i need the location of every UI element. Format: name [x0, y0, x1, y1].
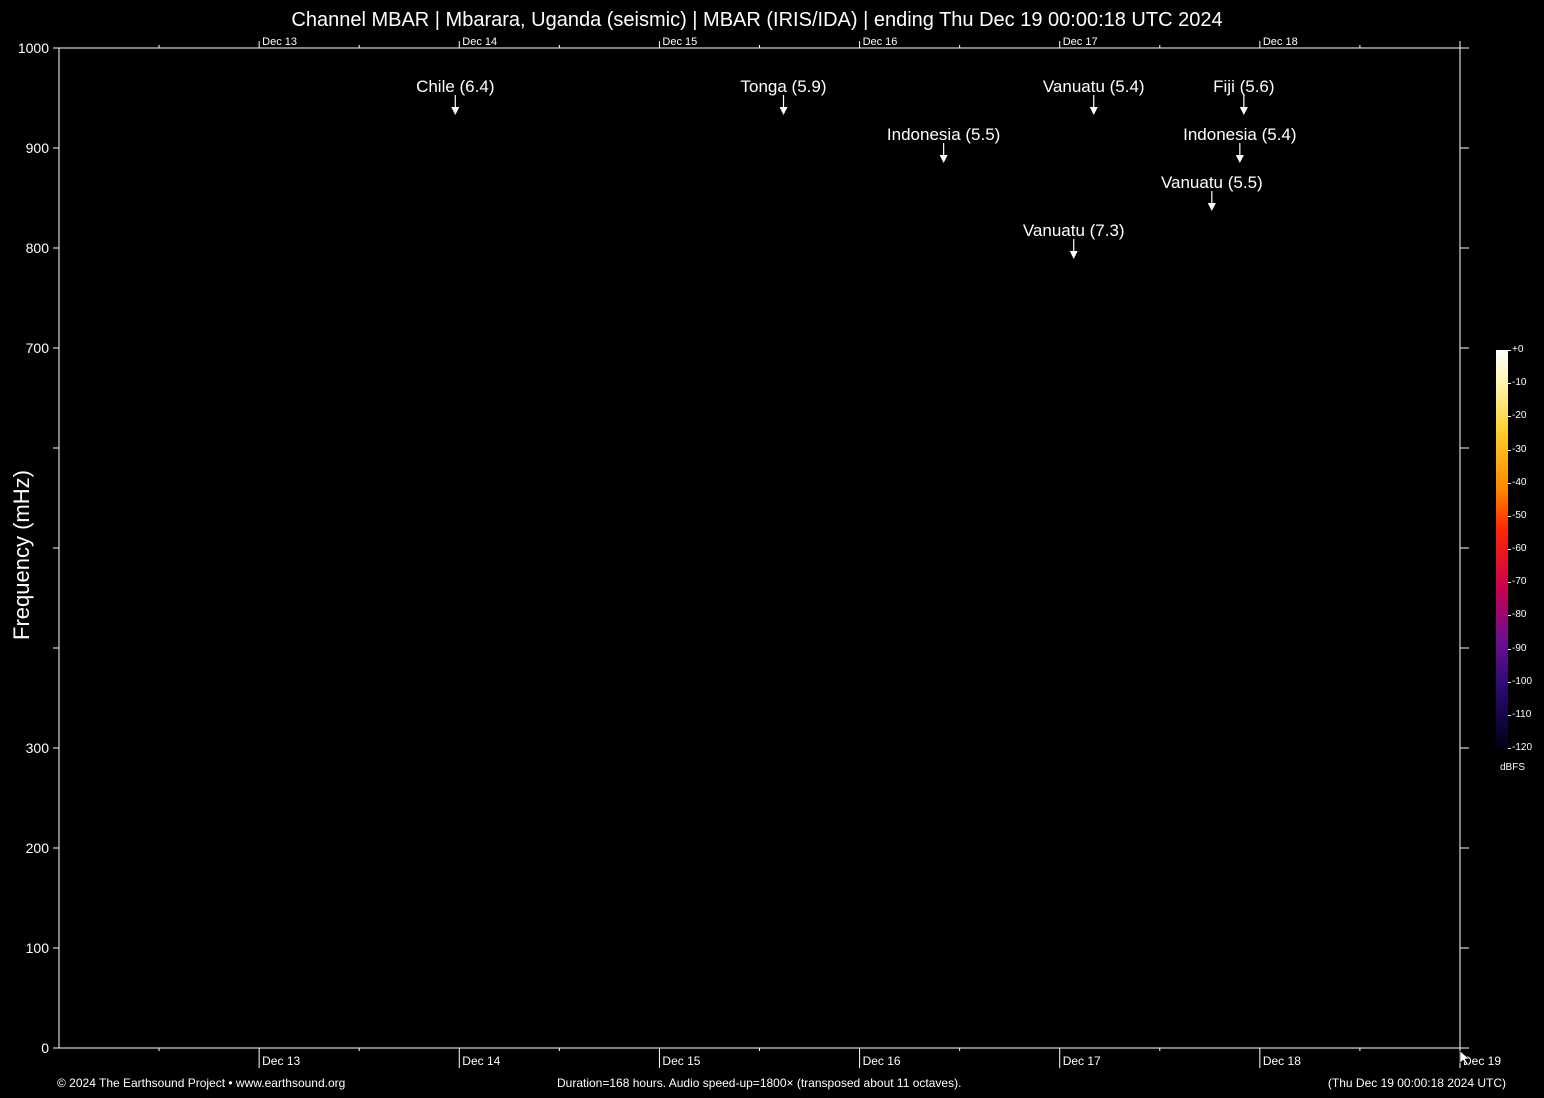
colorbar-tick [1508, 515, 1511, 517]
colorbar-tick-label: -10 [1512, 377, 1527, 389]
x-tick-label-bottom: Dec 17 [1063, 1054, 1101, 1068]
x-tick-label-top: Dec 18 [1263, 36, 1298, 48]
colorbar-tick-label: -20 [1512, 410, 1527, 422]
colorbar-tick [1508, 482, 1511, 484]
y-tick-label: 300 [26, 740, 50, 756]
colorbar-tick-label: -100 [1512, 675, 1533, 687]
colorbar-tick [1508, 549, 1511, 550]
event-label: Indonesia (5.5) [887, 125, 1000, 144]
y-tick-label: 1000 [18, 40, 49, 56]
colorbar-tick [1508, 416, 1511, 418]
mouse-cursor-icon [1459, 1050, 1470, 1066]
x-tick-label-bottom: Dec 18 [1263, 1054, 1301, 1068]
x-tick-label-top: Dec 14 [462, 36, 497, 48]
event-label: Indonesia (5.4) [1183, 125, 1296, 144]
y-tick-label: 700 [26, 340, 50, 356]
colorbar [1496, 350, 1508, 748]
colorbar-tick-label: -40 [1512, 476, 1527, 488]
x-tick-label-top: Dec 15 [662, 36, 697, 48]
y-tick-label: 900 [26, 140, 50, 156]
chart-title: Channel MBAR | Mbarara, Uganda (seismic)… [291, 9, 1223, 31]
colorbar-tick-label: -60 [1512, 543, 1527, 554]
event-marker-arrow [1069, 251, 1078, 259]
colorbar-tick [1508, 383, 1511, 385]
event-marker-arrow [1207, 203, 1216, 211]
event-label: Chile (6.4) [416, 77, 494, 96]
x-tick-label-bottom: Dec 16 [863, 1054, 901, 1068]
colorbar-tick [1508, 449, 1511, 451]
colorbar-tick [1508, 615, 1511, 617]
footer-copyright: © 2024 The Earthsound Project • www.eart… [57, 1076, 346, 1090]
colorbar-tick [1508, 681, 1511, 683]
event-marker-arrow [451, 107, 460, 115]
y-tick-label: 0 [41, 1040, 49, 1056]
colorbar-tick [1508, 714, 1511, 716]
colorbar-tick-label: -50 [1512, 509, 1527, 521]
colorbar-tick-label: -90 [1512, 642, 1527, 654]
x-tick-label-bottom: Dec 14 [462, 1054, 500, 1068]
colorbar-tick [1508, 648, 1511, 650]
event-label: Vanuatu (5.4) [1043, 77, 1145, 96]
event-marker-arrow [779, 107, 788, 115]
footer-timestamp: (Thu Dec 19 00:00:18 2024 UTC) [1327, 1076, 1506, 1090]
colorbar-tick [1508, 748, 1511, 749]
event-label: Fiji (5.6) [1213, 77, 1274, 96]
colorbar-tick-label: -110 [1512, 708, 1532, 720]
x-tick-label-bottom: Dec 13 [262, 1054, 300, 1068]
x-tick-label-top: Dec 13 [262, 36, 297, 48]
event-marker-arrow [1089, 107, 1098, 115]
x-tick-label-top: Dec 17 [1063, 36, 1098, 48]
event-label: Vanuatu (7.3) [1023, 221, 1125, 240]
colorbar-unit: dBFS [1500, 762, 1526, 773]
colorbar-tick-label: +0 [1512, 344, 1524, 355]
event-marker-arrow [1235, 155, 1244, 163]
y-tick-label: 100 [26, 940, 50, 956]
event-marker-arrow [1239, 107, 1248, 115]
y-tick-label: 200 [26, 840, 50, 856]
x-tick-label-top: Dec 16 [863, 36, 898, 48]
footer-duration: Duration=168 hours. Audio speed-up=1800×… [557, 1076, 962, 1090]
colorbar-tick [1508, 582, 1511, 584]
y-tick-label: 800 [26, 240, 50, 256]
colorbar-tick-label: -30 [1512, 443, 1527, 455]
x-tick-label-bottom: Dec 19 [1463, 1054, 1501, 1068]
x-tick-label-bottom: Dec 15 [662, 1054, 700, 1068]
colorbar-tick [1508, 350, 1511, 351]
event-label: Vanuatu (5.5) [1161, 173, 1263, 192]
event-label: Tonga (5.9) [741, 77, 827, 96]
colorbar-tick-label: -70 [1512, 576, 1527, 588]
colorbar-tick-label: -80 [1512, 609, 1527, 621]
plot-frame [58, 47, 1461, 1049]
colorbar-tick-label: -120 [1512, 742, 1533, 753]
event-marker-arrow [939, 155, 948, 163]
